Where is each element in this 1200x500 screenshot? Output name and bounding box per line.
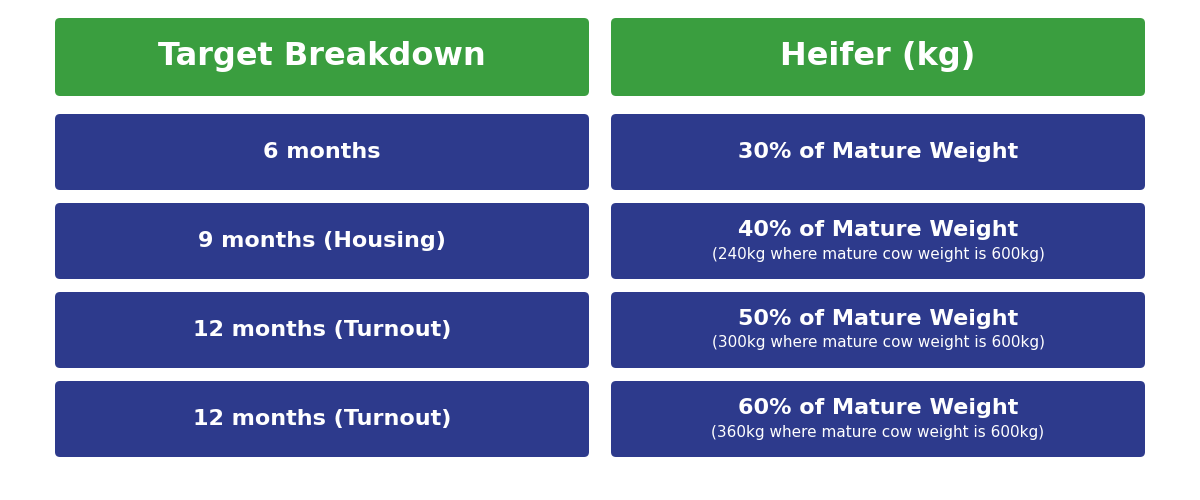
FancyBboxPatch shape bbox=[611, 292, 1145, 368]
FancyBboxPatch shape bbox=[611, 18, 1145, 96]
FancyBboxPatch shape bbox=[611, 203, 1145, 279]
Text: 9 months (Housing): 9 months (Housing) bbox=[198, 231, 446, 251]
Text: 6 months: 6 months bbox=[263, 142, 380, 162]
FancyBboxPatch shape bbox=[55, 381, 589, 457]
Text: (300kg where mature cow weight is 600kg): (300kg where mature cow weight is 600kg) bbox=[712, 336, 1044, 350]
Text: Target Breakdown: Target Breakdown bbox=[158, 42, 486, 72]
Text: (360kg where mature cow weight is 600kg): (360kg where mature cow weight is 600kg) bbox=[712, 424, 1044, 440]
Text: 60% of Mature Weight: 60% of Mature Weight bbox=[738, 398, 1018, 418]
Text: 12 months (Turnout): 12 months (Turnout) bbox=[193, 409, 451, 429]
FancyBboxPatch shape bbox=[55, 114, 589, 190]
Text: 12 months (Turnout): 12 months (Turnout) bbox=[193, 320, 451, 340]
FancyBboxPatch shape bbox=[611, 114, 1145, 190]
FancyBboxPatch shape bbox=[55, 203, 589, 279]
FancyBboxPatch shape bbox=[55, 18, 589, 96]
Text: Heifer (kg): Heifer (kg) bbox=[780, 42, 976, 72]
Text: 40% of Mature Weight: 40% of Mature Weight bbox=[738, 220, 1018, 240]
FancyBboxPatch shape bbox=[611, 381, 1145, 457]
Text: (240kg where mature cow weight is 600kg): (240kg where mature cow weight is 600kg) bbox=[712, 246, 1044, 262]
FancyBboxPatch shape bbox=[55, 292, 589, 368]
Text: 30% of Mature Weight: 30% of Mature Weight bbox=[738, 142, 1018, 162]
Text: 50% of Mature Weight: 50% of Mature Weight bbox=[738, 309, 1018, 329]
